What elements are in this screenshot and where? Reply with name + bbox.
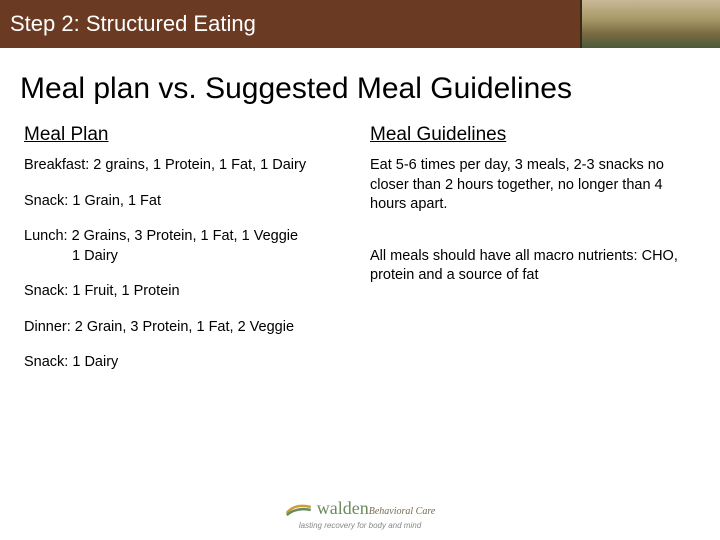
page-title: Meal plan vs. Suggested Meal Guidelines: [0, 48, 720, 124]
right-column: Meal Guidelines Eat 5-6 times per day, 3…: [370, 124, 696, 389]
content-columns: Meal Plan Breakfast: 2 grains, 1 Protein…: [0, 124, 720, 389]
meal-plan-lunch-line1: Lunch: 2 Grains, 3 Protein, 1 Fat, 1 Veg…: [24, 227, 350, 247]
guideline-frequency: Eat 5-6 times per day, 3 meals, 2-3 snac…: [370, 156, 696, 215]
logo-row: waldenBehavioral Care: [285, 498, 436, 519]
guideline-macros: All meals should have all macro nutrient…: [370, 247, 696, 286]
meal-plan-snack3: Snack: 1 Dairy: [24, 353, 350, 373]
walden-swoosh-icon: [285, 499, 313, 519]
meal-plan-heading: Meal Plan: [24, 124, 350, 146]
meal-plan-lunch-line2: 1 Dairy: [24, 247, 350, 267]
footer-logo: waldenBehavioral Care lasting recovery f…: [285, 498, 436, 530]
meal-plan-snack2: Snack: 1 Fruit, 1 Protein: [24, 282, 350, 302]
logo-main-text: waldenBehavioral Care: [317, 498, 436, 519]
header-bar: Step 2: Structured Eating: [0, 0, 720, 48]
meal-plan-dinner: Dinner: 2 Grain, 3 Protein, 1 Fat, 2 Veg…: [24, 318, 350, 338]
header-title: Step 2: Structured Eating: [0, 11, 256, 37]
meal-plan-breakfast: Breakfast: 2 grains, 1 Protein, 1 Fat, 1…: [24, 156, 350, 176]
logo-sub-text: Behavioral Care: [369, 506, 436, 517]
meal-guidelines-heading: Meal Guidelines: [370, 124, 696, 146]
meal-plan-snack1: Snack: 1 Grain, 1 Fat: [24, 192, 350, 212]
header-decorative-image: [580, 0, 720, 48]
logo-brand-name: walden: [317, 498, 369, 518]
logo-tagline: lasting recovery for body and mind: [285, 521, 436, 530]
left-column: Meal Plan Breakfast: 2 grains, 1 Protein…: [24, 124, 350, 389]
